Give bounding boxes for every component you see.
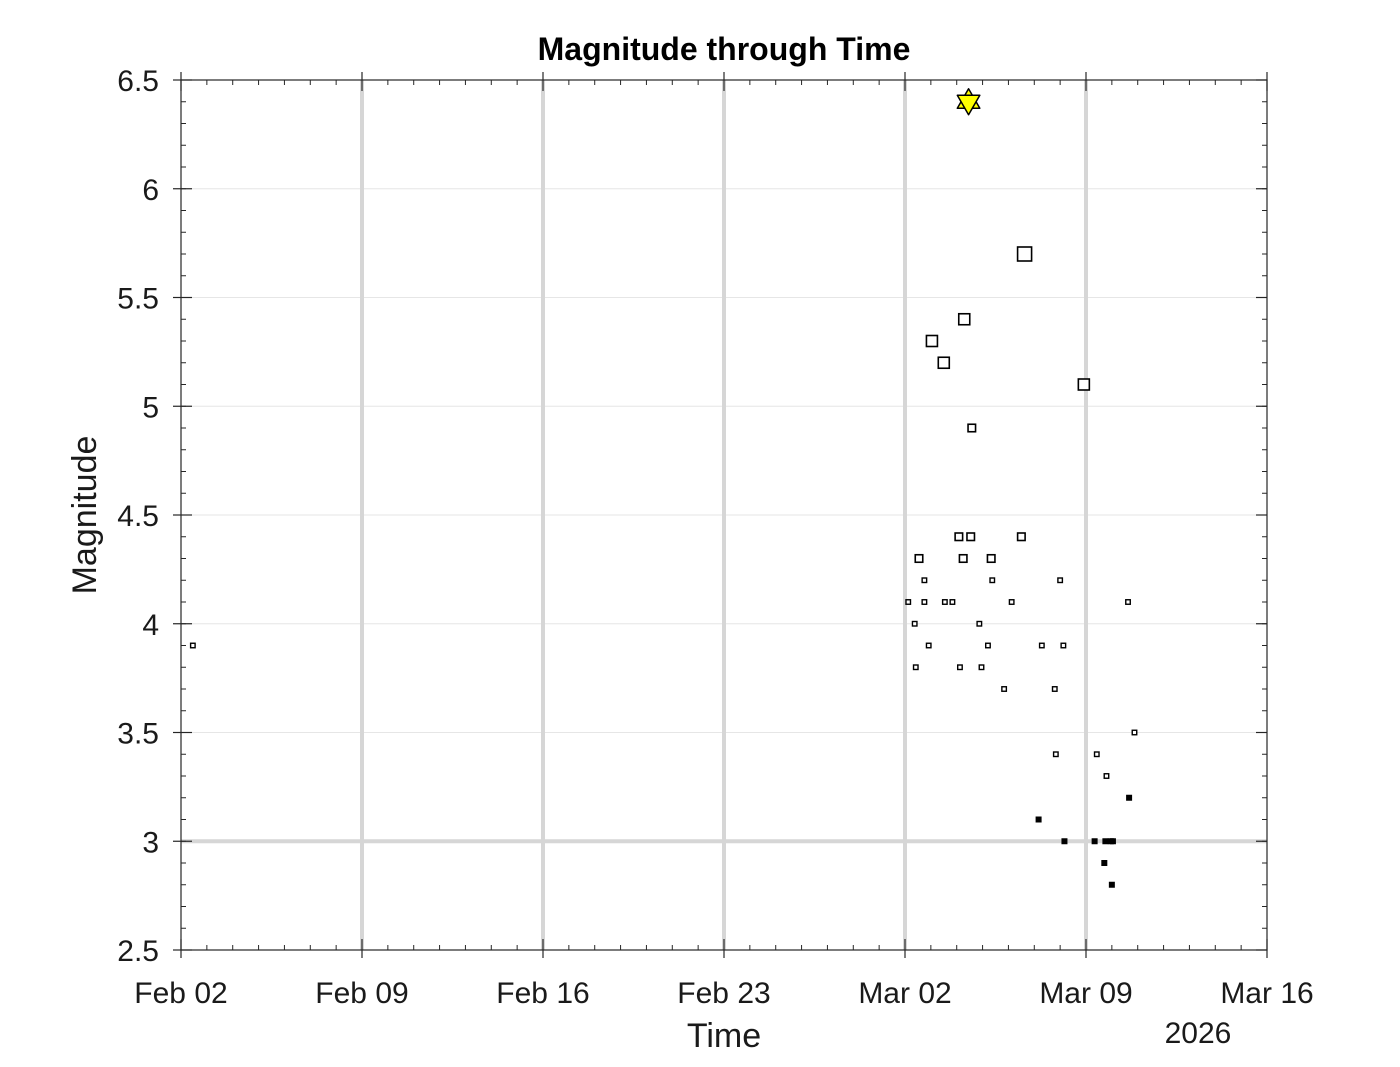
event-marker	[1101, 860, 1108, 866]
event-marker	[958, 553, 968, 564]
x-axis-title: Time	[687, 1017, 761, 1055]
event-marker	[1038, 642, 1045, 649]
event-marker	[911, 620, 918, 627]
mainshock-star-marker	[956, 94, 981, 116]
event-marker	[1103, 773, 1110, 779]
event-marker	[1061, 838, 1068, 845]
event-marker	[954, 532, 964, 542]
event-marker	[921, 599, 928, 605]
y-tick-label: 4.5	[117, 500, 159, 533]
x-tick-label: Feb 09	[315, 977, 408, 1010]
y-tick-label: 5	[142, 391, 159, 424]
y-tick-label: 6	[142, 174, 159, 207]
event-marker	[921, 577, 928, 584]
chart-title: Magnitude through Time	[538, 31, 911, 67]
event-marker	[1109, 838, 1116, 845]
event-marker	[914, 553, 924, 564]
event-marker	[989, 577, 996, 584]
event-marker	[986, 553, 996, 564]
event-marker	[957, 312, 971, 326]
y-tick-label: 2.5	[117, 935, 159, 968]
event-marker	[1008, 599, 1015, 605]
event-marker	[925, 334, 939, 348]
event-marker	[1125, 599, 1131, 605]
event-marker	[1060, 642, 1067, 649]
event-marker	[1077, 378, 1091, 391]
event-marker	[189, 642, 196, 649]
event-marker	[949, 599, 956, 605]
tick-marks	[173, 72, 1268, 958]
event-marker	[937, 356, 951, 370]
event-marker	[1126, 794, 1133, 801]
event-marker	[1052, 751, 1059, 758]
event-marker	[1108, 881, 1115, 888]
y-tick-label: 3.5	[117, 718, 159, 751]
event-marker	[1093, 751, 1100, 758]
x-tick-label: Mar 02	[858, 977, 951, 1010]
x-tick-label: Feb 23	[677, 977, 770, 1010]
x-tick-label: Feb 16	[496, 977, 589, 1010]
y-axis-title: Magnitude	[66, 436, 104, 595]
event-marker	[1016, 532, 1026, 542]
event-marker	[1102, 838, 1109, 845]
y-tick-label: 6.5	[117, 65, 159, 98]
y-tick-label: 5.5	[117, 283, 159, 316]
event-marker	[925, 642, 932, 649]
y-tick-label: 3	[142, 826, 159, 859]
event-marker	[1001, 686, 1008, 692]
event-marker	[1016, 246, 1033, 262]
tick-labels: 2.5 3 3.5 4 4.5 5 5.5 6 6.5 Feb 02 Feb 09 Feb 16 Feb…	[117, 65, 1313, 1010]
event-marker	[912, 664, 919, 671]
x-tick-label: Mar 09	[1039, 977, 1132, 1010]
event-marker	[966, 532, 976, 542]
event-marker	[941, 599, 948, 605]
x-axis-year-label: 2026	[1165, 1017, 1232, 1050]
data-points	[189, 88, 1138, 888]
event-marker	[985, 642, 991, 649]
event-marker	[976, 620, 983, 627]
y-tick-label: 4	[142, 609, 159, 642]
event-marker	[1057, 577, 1064, 584]
event-marker	[956, 664, 963, 671]
event-marker	[1035, 816, 1042, 823]
event-marker	[1091, 838, 1098, 845]
x-tick-label: Feb 02	[134, 977, 227, 1010]
event-marker	[978, 664, 985, 671]
x-tick-label: Mar 16	[1220, 977, 1313, 1010]
event-marker	[905, 599, 912, 605]
event-marker	[1051, 686, 1058, 692]
event-marker	[967, 423, 977, 433]
event-marker	[1131, 729, 1138, 736]
highlight-lines	[181, 80, 1267, 950]
